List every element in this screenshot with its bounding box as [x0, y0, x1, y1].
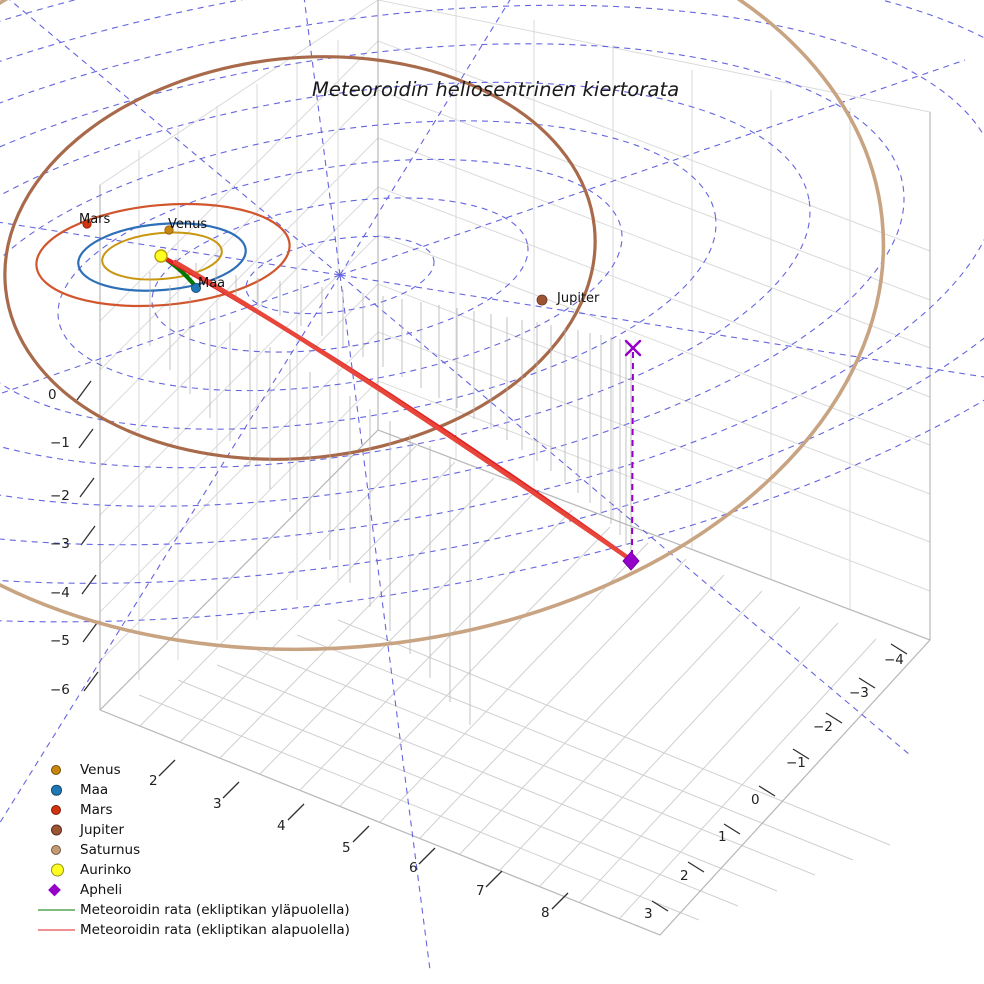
y-tick-label-4: 6 [409, 860, 418, 876]
legend-dot-icon [34, 780, 76, 800]
orbit-saturnus [0, 0, 886, 652]
maa-label: Maa [198, 276, 226, 291]
x-tick-label-5: −2 [813, 719, 833, 735]
venus-label: Venus [168, 217, 208, 232]
legend-item-label: Apheli [80, 882, 123, 898]
legend: Venus Maa Mars Jupiter Saturnus Aurinko Apheli… [34, 760, 364, 940]
x-tick-label-4: −1 [786, 755, 806, 771]
venus-marker [164, 225, 174, 235]
mars-label: Mars [79, 212, 111, 227]
legend-item-label: Jupiter [80, 822, 125, 838]
legend-marker-dot [51, 765, 61, 775]
legend-dot-icon [34, 820, 76, 840]
legend-item-jupiter[interactable]: Jupiter [34, 820, 364, 840]
aphelion-projection-x-icon [624, 339, 642, 357]
y-tick-label-1: 3 [213, 796, 222, 812]
legend-marker-dot [51, 863, 64, 877]
orbit-maa [77, 222, 247, 292]
legend-item-meteoroidin-rata-ekliptikan-yl-puolella[interactable]: Meteoroidin rata (ekliptikan yläpuolella… [34, 900, 364, 920]
legend-marker-line [38, 929, 75, 931]
y-tick-label-6: 8 [541, 905, 550, 921]
legend-item-label: Venus [80, 762, 121, 778]
mars-marker [82, 219, 92, 229]
legend-line-icon [34, 920, 76, 940]
jupiter-marker [536, 294, 548, 306]
legend-marker-dot [51, 845, 61, 855]
z-tick-label-5: −5 [50, 633, 70, 649]
legend-dot-icon [34, 860, 76, 880]
x-tick-label-6: −3 [849, 685, 869, 701]
orbit-jupiter [3, 55, 597, 461]
y-tick-label-2: 4 [277, 818, 286, 834]
legend-item-label: Saturnus [80, 842, 141, 858]
page-title: Meteoroidin heliosentrinen kiertorata [312, 78, 680, 101]
legend-item-label: Meteoroidin rata (ekliptikan yläpuolella… [80, 902, 350, 918]
aphelion-diamond-marker [622, 551, 640, 571]
legend-item-maa[interactable]: Maa [34, 780, 364, 800]
legend-dot-icon [34, 760, 76, 780]
z-tick-label-0: 0 [48, 387, 57, 403]
aurinko-marker [154, 249, 168, 263]
legend-marker-dot [51, 824, 62, 836]
legend-item-meteoroidin-rata-ekliptikan-alapuolella[interactable]: Meteoroidin rata (ekliptikan alapuolella… [34, 920, 364, 940]
z-tick-label-4: −4 [50, 585, 70, 601]
aphelion-projection-line [631, 349, 634, 557]
legend-line-icon [34, 900, 76, 920]
maa-marker [190, 282, 201, 293]
x-tick-label-2: 1 [718, 829, 727, 845]
orbit-mars [35, 202, 291, 308]
legend-diamond-icon [34, 880, 76, 900]
z-tick-label-6: −6 [50, 682, 70, 698]
legend-marker-diamond [48, 883, 61, 897]
legend-marker-dot [51, 784, 62, 796]
legend-item-label: Aurinko [80, 862, 132, 878]
legend-dot-icon [34, 800, 76, 820]
legend-marker-dot [51, 805, 61, 815]
legend-item-label: Meteoroidin rata (ekliptikan alapuolella… [80, 922, 350, 938]
y-tick-label-3: 5 [342, 840, 351, 856]
legend-item-venus[interactable]: Venus [34, 760, 364, 780]
legend-dot-icon [34, 840, 76, 860]
legend-item-label: Mars [80, 802, 113, 818]
x-tick-label-0: 3 [644, 906, 653, 922]
orbit-venus [101, 231, 223, 281]
jupiter-label: Jupiter [557, 291, 600, 306]
z-tick-label-1: −1 [50, 435, 70, 451]
legend-item-aurinko[interactable]: Aurinko [34, 860, 364, 880]
y-tick-label-5: 7 [476, 883, 485, 899]
x-tick-label-7: −4 [884, 652, 904, 668]
legend-item-saturnus[interactable]: Saturnus [34, 840, 364, 860]
y-tick-label-0: 2 [149, 773, 158, 789]
meteoroid-track-below-ecliptic-inbound [172, 259, 634, 563]
legend-marker-line [38, 909, 75, 911]
legend-item-label: Maa [80, 782, 109, 798]
x-tick-label-1: 2 [680, 868, 689, 884]
x-tick-label-3: 0 [751, 792, 760, 808]
z-tick-label-3: −3 [50, 536, 70, 552]
z-tick-label-2: −2 [50, 488, 70, 504]
legend-item-apheli[interactable]: Apheli [34, 880, 364, 900]
legend-item-mars[interactable]: Mars [34, 800, 364, 820]
